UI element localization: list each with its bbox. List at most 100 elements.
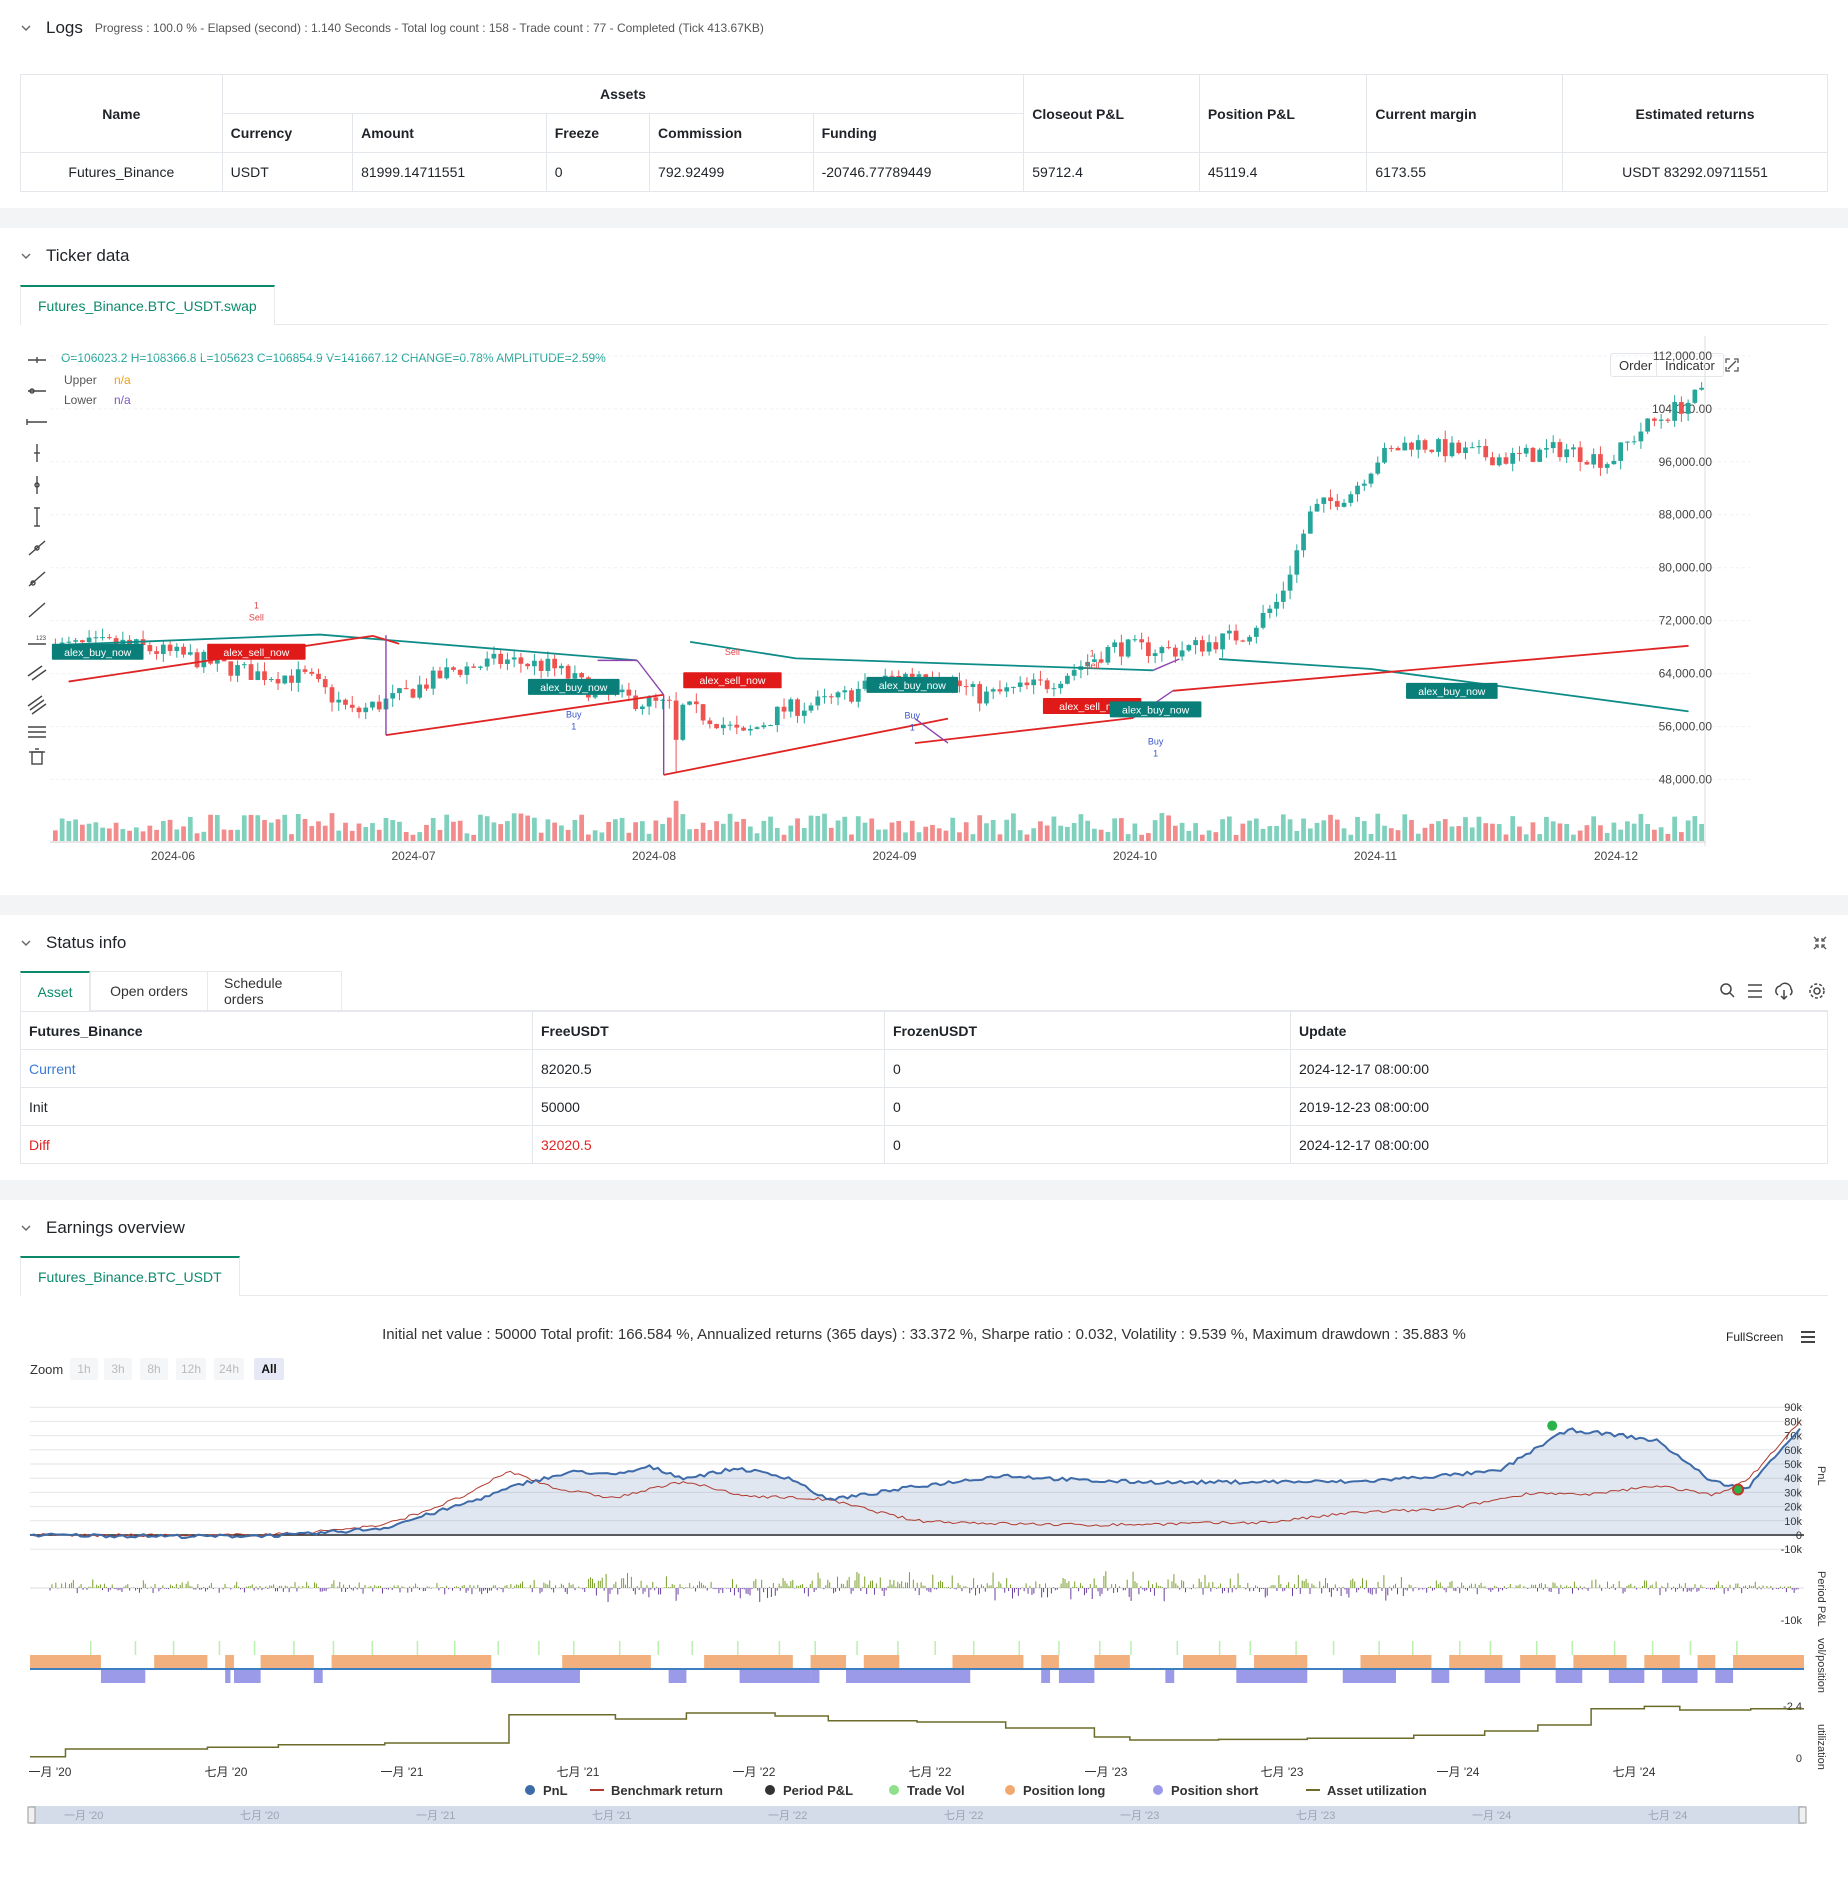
legend-item[interactable]: Trade Vol [889,1783,965,1798]
candle-body [484,658,490,667]
zoom-3h[interactable]: 3h [104,1358,132,1380]
navigator-handle-left[interactable] [27,1806,36,1824]
legend-item[interactable]: Position long [1005,1783,1105,1798]
price-label-icon[interactable]: 123 [28,636,47,645]
chevron-down-icon[interactable] [20,250,32,262]
navigator-handle-right[interactable] [1798,1806,1807,1824]
pnl-tick-label: 10k [1784,1516,1802,1528]
candle-body [1132,639,1138,641]
candle-body [1577,447,1583,462]
candle-body [673,700,679,740]
navigator-bar[interactable] [30,1806,1804,1824]
zoom-12h[interactable]: 12h [176,1358,206,1380]
fullscreen-button[interactable]: FullScreen [1726,1330,1784,1344]
zoom-24h[interactable]: 24h [214,1358,244,1380]
candle-body [1692,389,1698,403]
legend-item[interactable]: Benchmark return [590,1783,723,1798]
benchmark-line [29,1420,1801,1538]
search-icon[interactable] [1720,983,1735,998]
horizontal-line-icon[interactable] [28,357,46,363]
list-icon[interactable] [1748,984,1762,998]
legend-item[interactable]: Position short [1153,1783,1259,1798]
volume-bar [1490,823,1495,841]
fullscreen-icon[interactable] [1722,356,1742,374]
zoom-1h[interactable]: 1h [70,1358,98,1380]
zoom-8h[interactable]: 8h [140,1358,168,1380]
parallel-channel-icon[interactable] [27,665,47,681]
candle-body [66,641,72,643]
menu-icon[interactable] [1800,1330,1816,1344]
segment-icon[interactable] [28,602,46,618]
candle-body [356,707,362,713]
tab-btc-usdt[interactable]: Futures_Binance.BTC_USDT [20,1256,240,1296]
tab-asset[interactable]: Asset [20,971,90,1011]
candle-body [1267,608,1273,613]
row-label-current[interactable]: Current [20,1049,533,1088]
candle-body [1152,653,1158,657]
chevron-down-icon[interactable] [20,937,32,949]
y-tick-label: 112,000.00 [1653,349,1712,363]
navigator-tick-label: 七月 '22 [944,1809,983,1822]
volume-bar [923,826,929,841]
ticker-header[interactable]: Ticker data [20,244,129,268]
position-long-bar [1183,1655,1237,1668]
volume-bar [1146,833,1151,841]
volume-bar [1517,826,1522,841]
volume-bar [349,830,355,841]
gear-icon[interactable] [1809,983,1825,999]
table-row: Current 82020.5 0 2024-12-17 08:00:00 [20,1049,1828,1088]
trash-icon[interactable] [29,748,45,765]
legend-item[interactable]: Period P&L [765,1783,853,1798]
fib-retracement-icon[interactable] [28,726,46,738]
indicator-button[interactable]: Indicator [1656,353,1724,377]
tab-btc-usdt-swap[interactable]: Futures_Binance.BTC_USDT.swap [20,285,275,325]
sell-signal-label: alex_sell_now [683,672,782,689]
volume-bar [120,828,126,841]
candle-body [275,679,281,684]
vertical-segment-icon[interactable] [34,507,40,527]
lower-band-line [663,717,949,776]
logs-header[interactable]: Logs Progress : 100.0 % - Elapsed (secon… [20,16,764,40]
position-short-bar [1431,1670,1450,1683]
ray-icon[interactable] [28,571,46,587]
horizontal-ray-icon[interactable] [28,388,46,394]
volume-bar [1604,832,1610,841]
volume-bar [579,814,584,841]
volume-bar [336,830,342,841]
fib-channel-icon[interactable] [27,695,47,715]
earnings-chart[interactable]: 90k80k70k60k50k40k30k20k10k0-10kPnL-10kP… [0,1386,1848,1880]
legend-item[interactable]: Asset utilization [1306,1783,1427,1798]
candle-body [1355,485,1360,495]
candle-body [1328,497,1333,502]
earnings-header[interactable]: Earnings overview [20,1216,185,1240]
extended-line-icon[interactable] [26,419,47,425]
collapse-icon[interactable] [1812,935,1828,951]
candlestick-chart[interactable]: 112,000.00104,000.0096,000.0088,000.0080… [50,336,1758,891]
candle-body [1004,687,1010,692]
volume-bar [491,822,497,841]
sell-marker: 1 Sell [1085,648,1100,670]
candle-body [768,725,773,727]
candle-body [693,701,699,705]
chevron-down-icon[interactable] [20,1222,32,1234]
order-button[interactable]: Order [1610,353,1662,377]
vertical-ray-icon[interactable] [34,476,40,494]
status-header[interactable]: Status info [20,931,126,955]
zoom-all[interactable]: All [254,1358,284,1380]
navigator-tick-label: 七月 '20 [240,1809,279,1822]
position-long-bar [562,1655,651,1668]
position-tick-label: -2.4 [1783,1701,1802,1713]
chevron-down-icon[interactable] [20,22,32,34]
candle-body [417,684,423,698]
col-amount: Amount [352,113,547,153]
trend-line-icon[interactable] [28,540,46,556]
cloud-download-icon[interactable] [1775,982,1793,1001]
legend-lower-value: n/a [114,393,131,407]
volume-bar [1571,834,1576,841]
vertical-line-icon[interactable] [34,444,40,462]
volume-bar [59,818,65,841]
tab-schedule-orders[interactable]: Schedule orders [207,971,342,1011]
candle-body [295,669,301,683]
legend-item[interactable]: PnL [525,1783,568,1798]
tab-open-orders[interactable]: Open orders [90,971,208,1011]
